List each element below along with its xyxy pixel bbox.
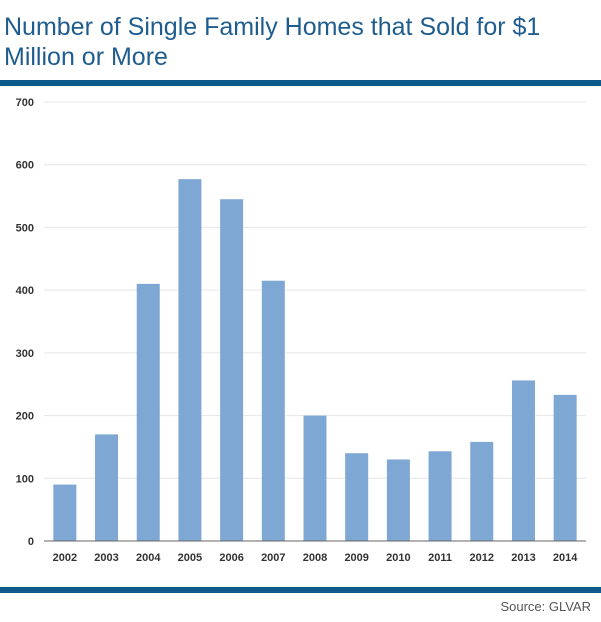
x-tick-label: 2013 — [511, 552, 535, 564]
y-tick-label: 700 — [16, 97, 34, 109]
x-axis-ticks: 2002 2003 2004 2005 2006 2007 2008 2009 2010 2011… — [53, 552, 579, 564]
bar-2005 — [178, 179, 202, 542]
bar-2008 — [303, 415, 327, 541]
x-tick-label: 2005 — [178, 552, 202, 564]
bar-2004 — [136, 283, 160, 541]
bar-2007 — [261, 280, 285, 541]
bar-2011 — [428, 451, 452, 541]
bar-2002 — [53, 484, 77, 541]
chart-title: Number of Single Family Homes that Sold … — [4, 13, 541, 71]
bars — [53, 179, 577, 542]
x-tick-label: 2011 — [428, 552, 452, 564]
y-tick-label: 500 — [16, 222, 34, 234]
gridlines — [44, 101, 586, 479]
bar-2006 — [220, 199, 244, 541]
x-tick-label: 2003 — [94, 552, 118, 564]
x-tick-label: 2004 — [136, 552, 161, 564]
bar-2010 — [386, 459, 410, 541]
x-tick-label: 2006 — [219, 552, 243, 564]
bar-2013 — [511, 380, 535, 541]
x-tick-label: 2008 — [303, 552, 327, 564]
bar-2012 — [470, 441, 494, 541]
y-tick-label: 300 — [16, 348, 34, 360]
y-axis-ticks: 0 100 200 300 400 500 600 700 — [16, 97, 34, 548]
x-tick-label: 2012 — [470, 552, 494, 564]
bar-2003 — [95, 434, 119, 541]
x-tick-label: 2009 — [344, 552, 368, 564]
y-tick-label: 600 — [16, 160, 34, 172]
bar-2009 — [345, 453, 369, 541]
x-tick-label: 2002 — [53, 552, 77, 564]
y-tick-label: 100 — [16, 473, 34, 485]
bar-2014 — [553, 394, 577, 541]
y-tick-label: 200 — [16, 411, 34, 423]
bottom-rule — [0, 587, 601, 593]
y-tick-label: 0 — [28, 536, 34, 548]
top-rule — [0, 80, 601, 86]
x-tick-label: 2007 — [261, 552, 285, 564]
x-tick-label: 2014 — [553, 552, 578, 564]
source-note: Source: GLVAR — [500, 599, 591, 614]
x-tick-label: 2010 — [386, 552, 410, 564]
y-tick-label: 400 — [16, 285, 34, 297]
